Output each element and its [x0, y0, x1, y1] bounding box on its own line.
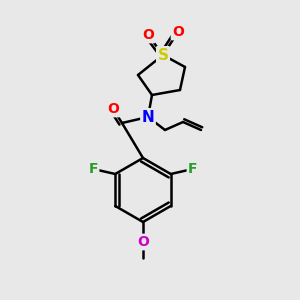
Text: O: O [142, 28, 154, 42]
Text: F: F [88, 162, 98, 176]
Text: F: F [188, 162, 197, 176]
Text: N: N [142, 110, 154, 124]
Text: O: O [137, 235, 149, 249]
Text: O: O [172, 25, 184, 39]
Text: S: S [158, 47, 169, 62]
Text: O: O [107, 102, 119, 116]
